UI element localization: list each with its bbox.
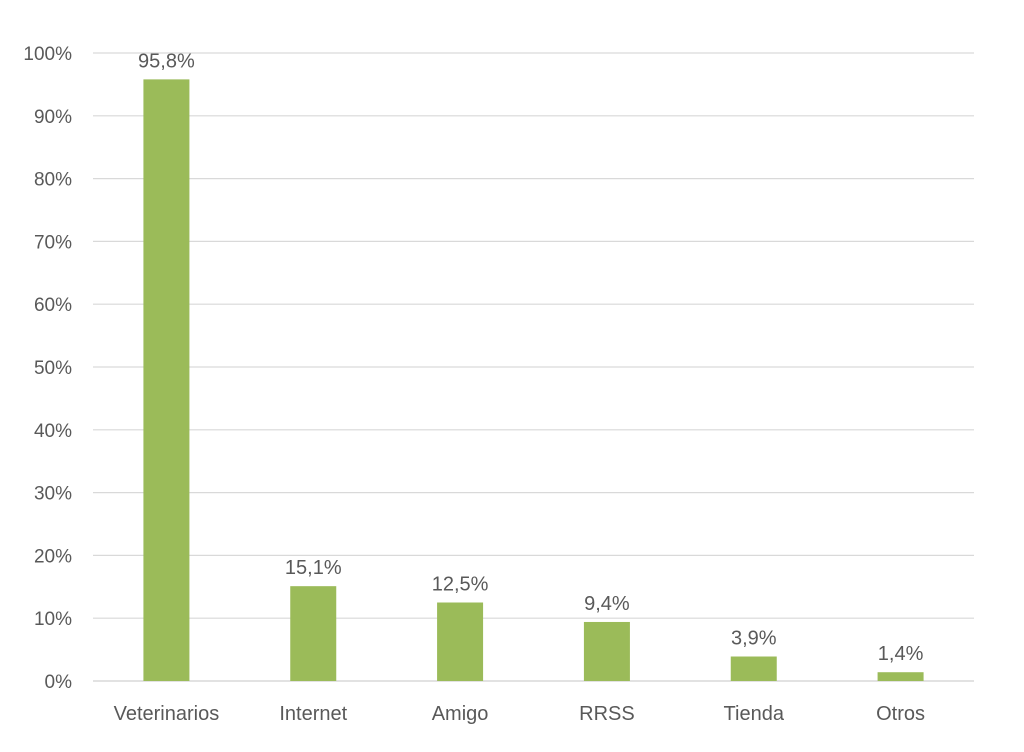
data-label: 15,1% bbox=[285, 557, 342, 579]
y-tick-label: 100% bbox=[23, 44, 72, 65]
bar-rrss bbox=[583, 621, 630, 681]
x-category-label: Amigo bbox=[432, 703, 489, 725]
y-axis-ticks: 0% 10% 20% 30% 40% 50% 60% 70% 80% 90% 100% bbox=[23, 44, 72, 693]
x-axis-categories: Veterinarios Internet Amigo RRSS Tienda Otros bbox=[114, 703, 925, 725]
y-tick-label: 60% bbox=[34, 295, 72, 316]
y-tick-label: 0% bbox=[45, 672, 73, 693]
x-category-label: Veterinarios bbox=[114, 703, 220, 725]
data-labels: 95,8% 15,1% 12,5% 9,4% 3,9% 1,4% bbox=[138, 50, 924, 665]
data-label: 3,9% bbox=[731, 628, 777, 650]
data-label: 1,4% bbox=[878, 643, 924, 665]
bar-internet bbox=[290, 586, 337, 681]
bars bbox=[143, 79, 924, 682]
data-label: 9,4% bbox=[584, 593, 630, 615]
x-category-label: Tienda bbox=[724, 703, 785, 725]
x-category-label: Internet bbox=[279, 703, 347, 725]
x-category-label: RRSS bbox=[579, 703, 635, 725]
data-label: 12,5% bbox=[432, 574, 489, 596]
y-tick-label: 10% bbox=[34, 609, 72, 630]
y-tick-label: 30% bbox=[34, 484, 72, 505]
y-tick-label: 70% bbox=[34, 232, 72, 253]
y-tick-label: 20% bbox=[34, 546, 72, 567]
y-tick-label: 50% bbox=[34, 358, 72, 379]
y-tick-label: 80% bbox=[34, 170, 72, 191]
x-category-label: Otros bbox=[876, 703, 925, 725]
y-tick-label: 90% bbox=[34, 107, 72, 128]
bar-amigo bbox=[437, 602, 484, 681]
bar-tienda bbox=[730, 656, 777, 681]
y-tick-label: 40% bbox=[34, 421, 72, 442]
bar-otros bbox=[877, 672, 924, 681]
data-label: 95,8% bbox=[138, 50, 195, 72]
bar-veterinarios bbox=[143, 79, 190, 682]
gridlines bbox=[93, 52, 974, 682]
